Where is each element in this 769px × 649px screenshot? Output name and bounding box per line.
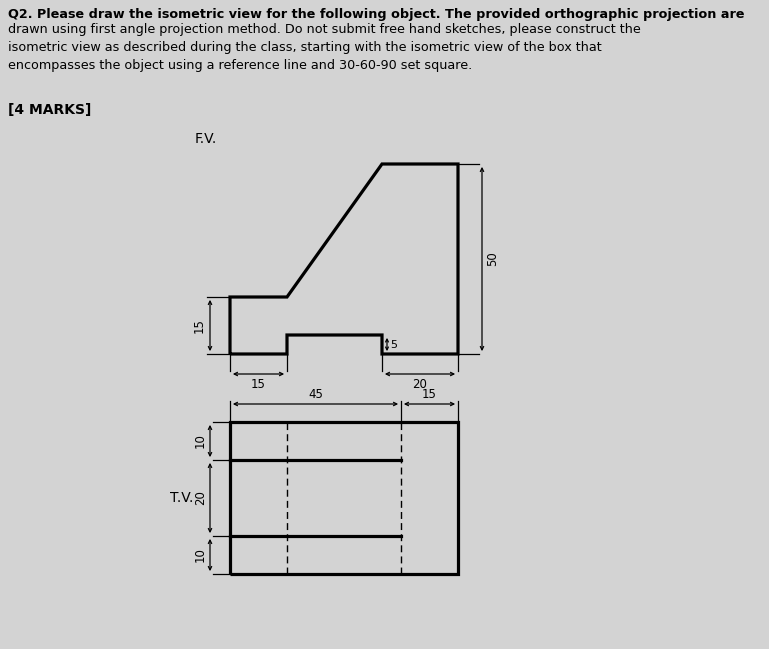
Text: Q2. Please draw the isometric view for the following object. The provided orthog: Q2. Please draw the isometric view for t… — [8, 8, 744, 21]
Text: 45: 45 — [308, 388, 323, 401]
Text: [4 MARKS]: [4 MARKS] — [8, 103, 92, 117]
Text: 50: 50 — [486, 252, 499, 266]
Text: 15: 15 — [251, 378, 266, 391]
Text: drawn using first angle projection method. Do not submit free hand sketches, ple: drawn using first angle projection metho… — [8, 23, 641, 72]
Text: T.V.: T.V. — [170, 491, 193, 505]
Text: 20: 20 — [412, 378, 428, 391]
Text: F.V.: F.V. — [195, 132, 218, 146]
Text: 15: 15 — [193, 318, 206, 333]
Text: 5: 5 — [390, 339, 397, 350]
Text: 10: 10 — [194, 434, 207, 448]
Text: 15: 15 — [422, 388, 437, 401]
Text: 10: 10 — [194, 548, 207, 563]
Text: 20: 20 — [194, 491, 207, 506]
